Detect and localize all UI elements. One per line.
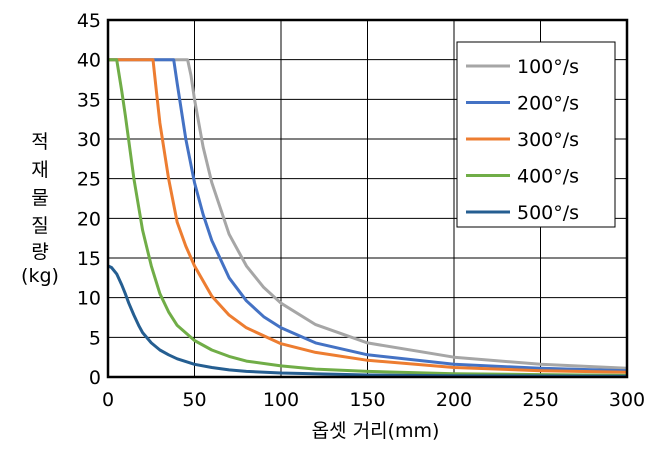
y-tick-label: 0	[89, 367, 101, 389]
y-tick-label: 10	[77, 288, 101, 310]
series-line-3	[108, 58, 628, 374]
x-tick-label: 50	[182, 389, 206, 411]
y-tick-label: 40	[77, 50, 101, 72]
y-tick-label: 20	[77, 208, 101, 230]
y-tick-label: 35	[77, 89, 101, 111]
y-tick-label: 45	[77, 10, 101, 32]
x-tick-label: 100	[263, 389, 299, 411]
y-tick-label: 30	[77, 129, 101, 151]
legend-label: 200°/s	[517, 93, 579, 115]
x-tick-label: 200	[436, 389, 472, 411]
series-line-4	[108, 58, 628, 377]
y-axis-title-char: 질	[31, 215, 48, 237]
legend-label: 500°/s	[517, 202, 579, 224]
x-tick-label: 150	[349, 389, 385, 411]
x-tick-labels: 0 50 100 150 200 250 300	[102, 389, 645, 411]
y-axis-title-char: 적	[31, 131, 48, 153]
legend-label: 300°/s	[517, 129, 579, 151]
y-axis-title-char: 재	[31, 159, 48, 181]
y-tick-label: 5	[89, 327, 101, 349]
y-axis-title-char: 량	[31, 241, 48, 263]
legend-box	[456, 41, 616, 228]
series-line-1	[108, 58, 628, 370]
y-tick-label: 25	[77, 169, 101, 191]
x-axis-title: 옵셋 거리(mm)	[312, 420, 440, 442]
series-line-2	[108, 58, 628, 373]
legend: 100°/s 200°/s 300°/s 400°/s 500°/s	[456, 41, 616, 228]
plot-frame	[106, 18, 629, 379]
x-tick-label: 250	[522, 389, 558, 411]
series-layer	[107, 58, 628, 378]
y-tick-label: 15	[77, 248, 101, 270]
series-line-5	[107, 264, 628, 378]
legend-label: 400°/s	[517, 166, 579, 188]
y-axis-title-char: (kg)	[21, 265, 59, 287]
y-axis-title-char: 물	[31, 187, 48, 209]
x-tick-label: 300	[609, 389, 645, 411]
x-tick-label: 0	[102, 389, 114, 411]
y-tick-labels: 0 5 10 15 20 25 30 35 40 45	[77, 10, 101, 389]
legend-label: 100°/s	[517, 56, 579, 78]
